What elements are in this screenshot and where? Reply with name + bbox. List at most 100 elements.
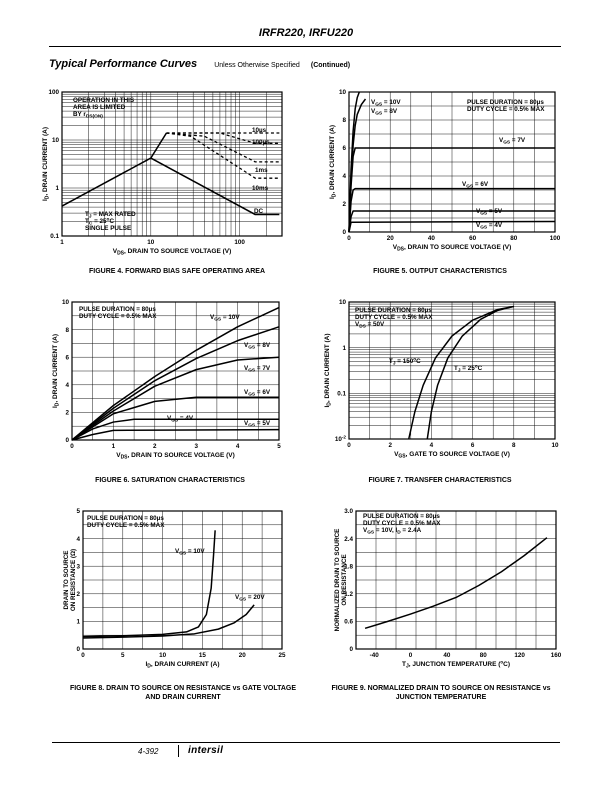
fig5-ytick-label: 2 bbox=[342, 201, 346, 208]
fig4-series-10ms bbox=[166, 132, 280, 179]
fig8-note-1: PULSE DURATION = 80µs bbox=[87, 515, 164, 522]
fig5-xtick-label: 0 bbox=[347, 235, 351, 242]
fig7-annotations: PULSE DURATION = 80µs DUTY CYCLE = 0.5% … bbox=[355, 307, 483, 374]
fig6-xtick-label: 5 bbox=[277, 443, 281, 450]
fig9-note-3: VGS = 10V, ID = 2.4A bbox=[363, 527, 422, 536]
fig9-xtick-label: 80 bbox=[480, 652, 488, 659]
fig8-xtick-label: 25 bbox=[278, 652, 286, 659]
fig6-label-10v: VGS = 10V bbox=[210, 314, 240, 323]
fig6-series-vgs-8v bbox=[71, 326, 280, 441]
fig6-xtick-label: 1 bbox=[112, 443, 116, 450]
fig9-ylabel-line2: ON RESISTANCE bbox=[341, 554, 348, 605]
fig8-ytick-label: 0 bbox=[76, 646, 80, 653]
fig9-xtick-label: 40 bbox=[443, 652, 451, 659]
fig6-ytick-label: 10 bbox=[62, 299, 70, 306]
fig4-xtick-label: 1 bbox=[60, 239, 64, 246]
fig8-series-vgs-10v bbox=[82, 530, 216, 638]
fig7-xtick-label: 8 bbox=[512, 442, 516, 449]
fig5-series bbox=[348, 91, 556, 233]
fig5-note-2: DUTY CYCLE = 0.5% MAX bbox=[467, 106, 545, 113]
section-continued: (Continued) bbox=[310, 62, 351, 69]
fig7-chart: PULSE DURATION = 80µs DUTY CYCLE = 0.5% … bbox=[324, 299, 559, 459]
fig6-series-vgs-5v bbox=[71, 418, 279, 441]
fig8-label-10v: VGS = 10V bbox=[175, 548, 205, 557]
fig4-grid bbox=[62, 92, 282, 236]
fig4-chart: OPERATION IN THIS AREA IS LIMITED BY rDS… bbox=[42, 89, 283, 257]
fig7-xlabel: VGS, GATE TO SOURCE VOLTAGE (V) bbox=[394, 451, 510, 460]
fig5-label-5v: VGS = 5V bbox=[476, 208, 503, 217]
fig6-label-8v: VGS = 8V bbox=[244, 342, 271, 351]
fig6-note-1: PULSE DURATION = 80µs bbox=[79, 306, 156, 313]
fig7-note-1: PULSE DURATION = 80µs bbox=[355, 307, 432, 314]
fig7-label-25c: TJ = 25oC bbox=[454, 365, 483, 374]
fig7-xtick-label: 6 bbox=[471, 442, 475, 449]
fig7-ytick-label: 10-2 bbox=[335, 435, 347, 444]
fig8-ytick-label: 5 bbox=[76, 508, 80, 515]
footer-rule bbox=[52, 742, 560, 743]
fig6-grid bbox=[72, 302, 279, 440]
fig5-annotations: PULSE DURATION = 80µs DUTY CYCLE = 0.5% … bbox=[371, 99, 545, 231]
fig6-xlabel: VDS, DRAIN TO SOURCE VOLTAGE (V) bbox=[116, 452, 235, 461]
fig5-xtick-label: 40 bbox=[428, 235, 436, 242]
fig4-label-100us: 100µs bbox=[252, 139, 270, 146]
fig6-series-vgs-6v bbox=[71, 396, 279, 441]
fig8-xtick-label: 5 bbox=[121, 652, 125, 659]
fig7-xtick-label: 0 bbox=[347, 442, 351, 449]
fig9-ytick-label: 1.2 bbox=[344, 591, 353, 598]
fig4-ytick-label: 0.1 bbox=[50, 233, 59, 240]
fig8-chart: PULSE DURATION = 80µs DUTY CYCLE = 0.5% … bbox=[63, 508, 286, 669]
fig8-ytick-label: 4 bbox=[76, 536, 80, 543]
fig4-note-4: TJ = MAX RATED bbox=[85, 211, 136, 220]
page-header: IRFR220, IRFU220 bbox=[258, 27, 354, 39]
fig4-series bbox=[61, 132, 280, 216]
fig6-ylabel: ID, DRAIN CURRENT (A) bbox=[52, 334, 61, 408]
fig6-series-vgs-7v bbox=[71, 356, 280, 441]
fig6-annotations: PULSE DURATION = 80µs DUTY CYCLE = 0.5% … bbox=[79, 306, 271, 429]
fig4-caption: FIGURE 4. FORWARD BIAS SAFE OPERATING AR… bbox=[88, 268, 266, 275]
fig9-xtick-label: 0 bbox=[409, 652, 413, 659]
fig7-ylabel: ID, DRAIN CURRENT (A) bbox=[324, 333, 333, 407]
fig5-label-8v: VGS = 8V bbox=[371, 108, 398, 117]
fig6-xtick-label: 0 bbox=[70, 443, 74, 450]
fig6-note-2: DUTY CYCLE = 0.5% MAX bbox=[79, 313, 157, 320]
fig9-annotations: PULSE DURATION = 80µs DUTY CYCLE = 0.5% … bbox=[363, 513, 441, 536]
fig6-label-5v: VGS = 5V bbox=[244, 420, 271, 429]
fig5-xtick-label: 80 bbox=[510, 235, 518, 242]
fig9-note-2: DUTY CYCLE = 0.5% MAX bbox=[363, 520, 441, 527]
fig5-label-7v: VGS = 7V bbox=[499, 137, 526, 146]
fig5-label-6v: VGS = 6V bbox=[462, 181, 489, 190]
footer-divider bbox=[178, 745, 179, 757]
fig9-xtick-label: 160 bbox=[551, 652, 562, 659]
fig8-ylabel-line2: ON RESISTANCE (Ω) bbox=[70, 549, 77, 611]
fig4-note-6: SINGLE PULSE bbox=[85, 225, 131, 232]
fig4-label-1ms: 1ms bbox=[255, 167, 268, 174]
fig6-frame bbox=[71, 301, 280, 441]
fig7-ytick-label: 1 bbox=[342, 345, 346, 352]
fig7-xtick-label: 2 bbox=[388, 442, 392, 449]
fig5-series-vgs-8v bbox=[348, 98, 367, 233]
fig9-ytick-label: 0.6 bbox=[344, 619, 353, 626]
fig5-xtick-label: 60 bbox=[469, 235, 477, 242]
fig4-annotations: OPERATION IN THIS AREA IS LIMITED BY rDS… bbox=[73, 97, 270, 232]
fig6-series-vgs-10v bbox=[71, 306, 280, 441]
intersil-logo: intersil bbox=[188, 745, 224, 756]
fig6-ytick-label: 2 bbox=[65, 410, 69, 417]
fig5-xtick-label: 100 bbox=[550, 235, 561, 242]
fig4-label-dc: DC bbox=[254, 208, 264, 215]
fig5-ylabel: ID, DRAIN CURRENT (A) bbox=[329, 125, 338, 199]
fig6-xtick-label: 3 bbox=[194, 443, 198, 450]
fig7-frame bbox=[348, 301, 556, 440]
section-note: Unless Otherwise Specified bbox=[214, 62, 300, 69]
fig7-ytick-label: 10 bbox=[339, 299, 347, 306]
fig5-ytick-label: 4 bbox=[342, 173, 346, 180]
fig8-caption: FIGURE 8. DRAIN TO SOURCE ON RESISTANCE … bbox=[69, 685, 297, 701]
fig8-xlabel: ID, DRAIN CURRENT (A) bbox=[145, 661, 219, 670]
fig8-annotations: PULSE DURATION = 80µs DUTY CYCLE = 0.5% … bbox=[87, 515, 265, 603]
fig4-label-10ms: 10ms bbox=[252, 185, 269, 192]
fig5-ytick-label: 0 bbox=[342, 229, 346, 236]
fig6-series-vgs-4v bbox=[71, 428, 280, 441]
fig6-xtick-label: 4 bbox=[236, 443, 240, 450]
fig6-series bbox=[71, 306, 280, 441]
fig9-note-1: PULSE DURATION = 80µs bbox=[363, 513, 440, 520]
fig6-chart: PULSE DURATION = 80µs DUTY CYCLE = 0.5% … bbox=[52, 299, 281, 460]
